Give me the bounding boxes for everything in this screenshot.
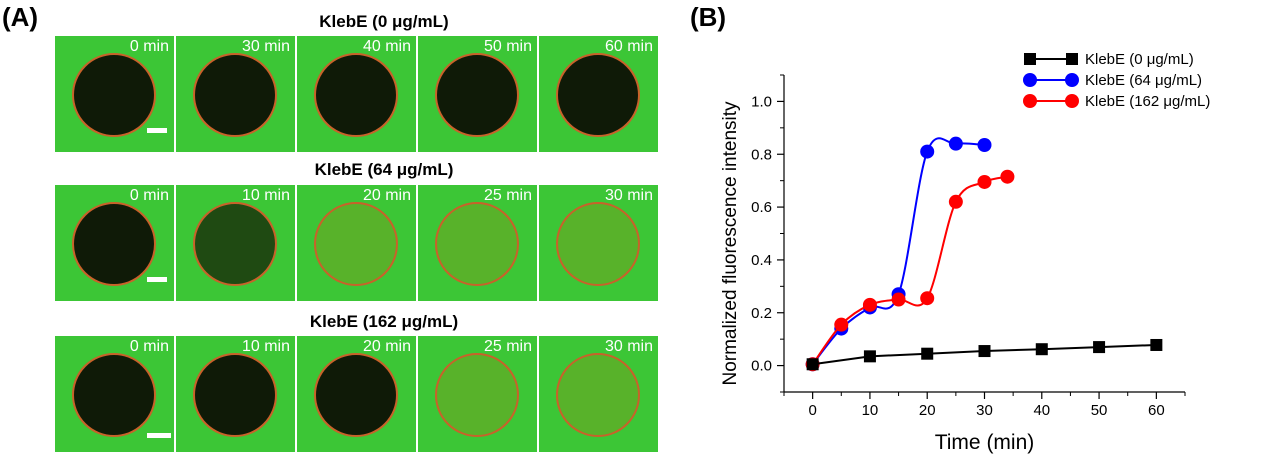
micrograph-tile: 30 min: [176, 36, 295, 152]
vesicle: [435, 202, 519, 286]
x-tick-label: 60: [1148, 402, 1165, 419]
x-tick-label: 20: [919, 402, 936, 419]
frame-time-label: 10 min: [241, 187, 290, 204]
micrograph-tile: 10 min: [176, 336, 295, 452]
legend-marker: [1024, 53, 1036, 65]
legend-label: KlebE (162 μg/mL): [1085, 93, 1210, 110]
data-point: [920, 291, 935, 306]
data-point: [977, 174, 992, 189]
y-tick-label: 0.4: [751, 252, 772, 269]
x-tick-label: 0: [808, 402, 816, 419]
frame-time-label: 30 min: [604, 187, 653, 204]
micrograph-tile: 60 min: [539, 36, 658, 152]
x-axis-title: Time (min): [935, 431, 1035, 454]
row-title: KlebE (64 μg/mL): [314, 160, 454, 179]
data-point: [862, 297, 877, 312]
vesicle: [314, 53, 398, 137]
legend-label: KlebE (0 μg/mL): [1085, 51, 1194, 68]
y-tick-label: 0.8: [751, 146, 772, 163]
data-point: [863, 350, 876, 363]
y-tick-label: 0.6: [751, 199, 772, 216]
data-point: [948, 136, 963, 151]
frame-time-label: 25 min: [483, 338, 532, 355]
frame-time-label: 30 min: [241, 38, 290, 55]
frame-time-label: 10 min: [241, 338, 290, 355]
micrograph-tile: 40 min: [297, 36, 416, 152]
scale-bar: [147, 277, 167, 282]
y-tick-label: 0.0: [751, 358, 772, 375]
micrograph-tile: 0 min: [55, 185, 174, 301]
vesicle: [556, 53, 640, 137]
frame-time-label: 20 min: [362, 187, 411, 204]
vesicle: [556, 202, 640, 286]
micrograph-tile: 30 min: [539, 185, 658, 301]
frame-time-label: 0 min: [129, 38, 169, 55]
legend-marker: [1023, 73, 1037, 87]
x-tick-label: 10: [862, 402, 879, 419]
x-tick-label: 50: [1091, 402, 1108, 419]
vesicle: [435, 53, 519, 137]
frame-time-label: 40 min: [362, 38, 411, 55]
legend-marker: [1065, 73, 1079, 87]
panel-b-label: (B): [690, 2, 726, 32]
micrograph-tile: 10 min: [176, 185, 295, 301]
frame-time-label: 20 min: [362, 338, 411, 355]
vesicle: [193, 53, 277, 137]
micrograph-tile: 25 min: [418, 336, 537, 452]
legend-label: KlebE (64 μg/mL): [1085, 72, 1202, 89]
data-point: [1093, 341, 1106, 354]
fluorescence-chart: (B) 0 10 20 30 40 50 60 0.0 0.2 0.4 0.6 0.8 1.0 Time (…: [690, 2, 1210, 454]
data-point: [1000, 169, 1015, 184]
legend-marker: [1023, 94, 1037, 108]
micrograph-tile: 50 min: [418, 36, 537, 152]
x-tick-label: 30: [976, 402, 993, 419]
data-point: [1035, 343, 1048, 356]
vesicle: [314, 202, 398, 286]
series-line: [811, 175, 1008, 365]
data-point: [920, 144, 935, 159]
scale-bar: [147, 128, 167, 133]
frame-time-label: 50 min: [483, 38, 532, 55]
vesicle: [556, 353, 640, 437]
micrograph-tile: 20 min: [297, 336, 416, 452]
frame-time-label: 0 min: [129, 187, 169, 204]
legend-marker: [1065, 94, 1079, 108]
frame-time-label: 25 min: [483, 187, 532, 204]
vesicle: [72, 353, 156, 437]
data-point: [977, 138, 992, 153]
data-point: [1150, 338, 1163, 351]
data-point: [891, 292, 906, 307]
frame-time-label: 60 min: [604, 38, 653, 55]
x-tick-label: 40: [1033, 402, 1050, 419]
y-tick-label: 0.2: [751, 305, 772, 322]
legend-marker: [1066, 53, 1078, 65]
scale-bar: [147, 433, 171, 438]
frame-time-label: 0 min: [129, 338, 169, 355]
vesicle: [435, 353, 519, 437]
micrograph-tile: 0 min: [55, 36, 174, 152]
row-title: KlebE (162 μg/mL): [309, 312, 459, 331]
micrograph-tile: 30 min: [539, 336, 658, 452]
data-point: [948, 194, 963, 209]
vesicle: [72, 53, 156, 137]
data-point: [834, 317, 849, 332]
row-title: KlebE (0 μg/mL): [319, 12, 449, 31]
data-point: [978, 345, 991, 358]
panel-a-label: (A): [2, 2, 39, 32]
data-point: [921, 347, 934, 360]
micrograph-tile: 0 min: [55, 336, 174, 452]
frame-time-label: 30 min: [604, 338, 653, 355]
y-axis-title: Normalized fluorescence intensity: [720, 101, 741, 386]
y-tick-label: 1.0: [751, 93, 772, 110]
micrograph-tile: 25 min: [418, 185, 537, 301]
vesicle: [193, 202, 277, 286]
vesicle: [314, 353, 398, 437]
vesicle: [193, 353, 277, 437]
micrograph-tile: 20 min: [297, 185, 416, 301]
data-point: [806, 358, 819, 371]
vesicle: [72, 202, 156, 286]
